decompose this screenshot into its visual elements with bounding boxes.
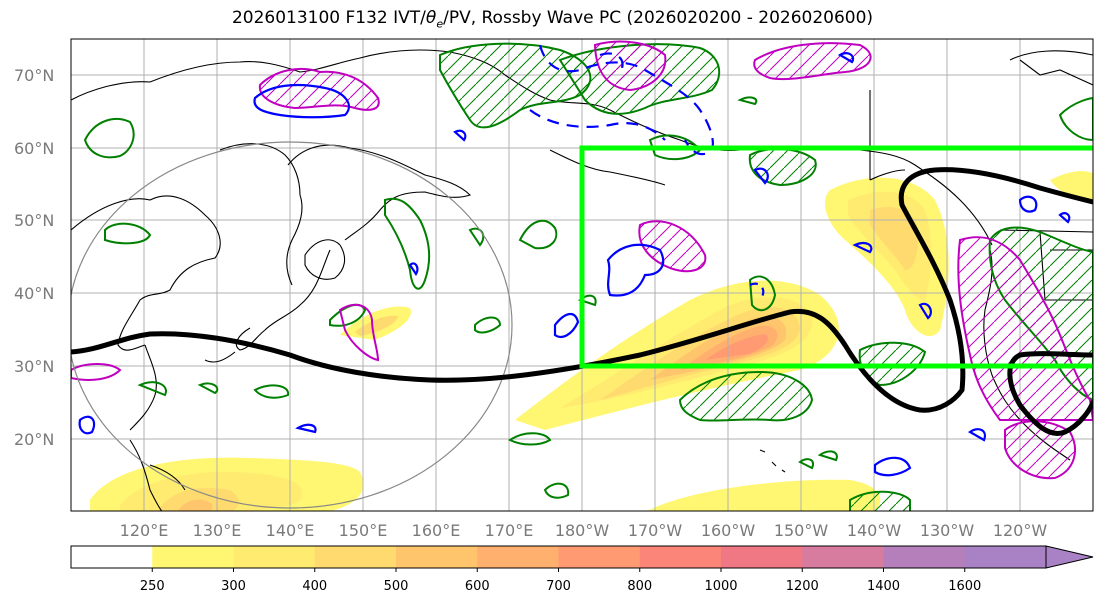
lat-label-70: 70°N (14, 66, 54, 85)
title-theta-subscript: e (436, 17, 444, 31)
lon-label-120w: 120°W (993, 521, 1048, 540)
lon-label-140e: 140°E (266, 521, 315, 540)
colorbar-label: 800 (627, 579, 652, 594)
lat-label-40: 40°N (14, 284, 54, 303)
lat-label-60: 60°N (14, 139, 54, 158)
colorbar-segments (71, 546, 1047, 568)
colorbar-label: 700 (546, 579, 571, 594)
pv-negative-contours (78, 44, 1071, 477)
colorbar-label: 1400 (867, 579, 900, 594)
reference-circle (71, 141, 513, 509)
colorbar-segment (883, 546, 966, 568)
colorbar-segment (71, 546, 153, 568)
lon-label-150e: 150°E (339, 521, 388, 540)
lat-label-50: 50°N (14, 211, 54, 230)
title-prefix: 2026013100 F132 IVT/ (231, 8, 426, 28)
colorbar-label: 1000 (704, 579, 737, 594)
colorbar-segment (477, 546, 559, 568)
lon-label-130e: 130°E (193, 521, 242, 540)
colorbar: 250 300 400 500 600 700 800 1000 1200 1400 1600 (70, 545, 1094, 594)
map-border (70, 38, 1094, 512)
rossby-wave-box (579, 145, 1093, 369)
colorbar-label: 1600 (948, 579, 981, 594)
colorbar-label: 250 (140, 579, 165, 594)
latitude-labels: 70°N 60°N 50°N 40°N 30°N 20°N (14, 66, 54, 449)
lon-label-160e: 160°E (412, 521, 461, 540)
lon-label-140w: 140°W (847, 521, 902, 540)
title-suffix: /PV, Rossby Wave PC (2026020200 - 202602… (443, 8, 874, 28)
colorbar-segment (314, 546, 397, 568)
lon-label-160w: 160°W (701, 521, 756, 540)
colorbar-label: 600 (465, 579, 490, 594)
lat-label-30: 30°N (14, 357, 54, 376)
lon-label-150w: 150°W (774, 521, 829, 540)
colorbar-segment (396, 546, 478, 568)
lon-label-170w: 170°W (628, 521, 683, 540)
colorbar-segment (233, 546, 316, 568)
colorbar-label: 300 (221, 579, 246, 594)
colorbar-segment (802, 546, 884, 568)
colorbar-segment (152, 546, 234, 568)
figure-title: 2026013100 F132 IVT/θe/PV, Rossby Wave P… (0, 8, 1105, 30)
longitude-labels: 120°E 130°E 140°E 150°E 160°E 170°E 180°… (120, 521, 1048, 540)
colorbar-segment (639, 546, 722, 568)
lon-label-130w: 130°W (920, 521, 975, 540)
colorbar-label: 500 (384, 579, 409, 594)
lon-label-170e: 170°E (485, 521, 534, 540)
lon-label-120e: 120°E (120, 521, 169, 540)
colorbar-segment (721, 546, 803, 568)
colorbar-label: 400 (302, 579, 327, 594)
colorbar-labels: 250 300 400 500 600 700 800 1000 1200 1400 1600 (140, 568, 981, 594)
map-content (71, 39, 1093, 511)
colorbar-segment (964, 546, 1047, 568)
jet-stream-contour-2 (1007, 351, 1093, 436)
title-theta: θ (425, 8, 437, 28)
colorbar-label: 1200 (786, 579, 819, 594)
lon-label-180w: 180°W (555, 521, 610, 540)
pv-positive-contours (71, 40, 1093, 480)
colorbar-segment (558, 546, 641, 568)
jet-stream-contour (71, 167, 1093, 413)
lat-label-20: 20°N (14, 430, 54, 449)
colorbar-extend-arrow (1045, 545, 1094, 569)
